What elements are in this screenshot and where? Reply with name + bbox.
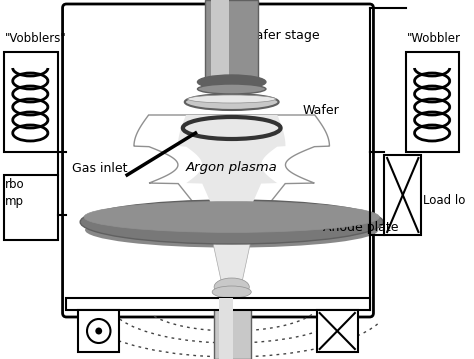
Ellipse shape [214,278,249,296]
Text: Argon plasma: Argon plasma [186,162,278,174]
Circle shape [87,319,110,343]
Circle shape [95,327,102,335]
Ellipse shape [188,95,276,103]
Bar [78,310,119,352]
Ellipse shape [198,75,266,89]
Ellipse shape [212,286,251,298]
Polygon shape [178,115,285,220]
Text: rbo: rbo [5,178,25,191]
Bar [219,298,233,359]
Bar [214,298,251,359]
Bar [384,155,421,235]
Text: Anode plate: Anode plate [323,222,398,234]
Bar [406,52,459,152]
Bar [205,0,258,82]
Ellipse shape [84,202,379,232]
Bar [66,298,370,310]
Text: "Wobbler: "Wobbler [407,32,461,45]
Polygon shape [210,230,253,290]
Ellipse shape [185,94,279,110]
Bar [4,175,58,240]
Polygon shape [134,115,329,220]
Text: Wafer stage: Wafer stage [245,28,320,42]
Text: mp: mp [5,195,24,208]
Ellipse shape [80,200,383,244]
Text: Load lo: Load lo [423,194,465,206]
Text: Wafer: Wafer [303,103,340,117]
Bar [4,52,58,152]
Ellipse shape [198,84,266,94]
Bar [317,310,358,352]
Text: "Vobblers": "Vobblers" [5,32,67,45]
Ellipse shape [85,213,378,248]
Text: Gas inlet: Gas inlet [72,162,127,174]
Bar [211,0,229,82]
